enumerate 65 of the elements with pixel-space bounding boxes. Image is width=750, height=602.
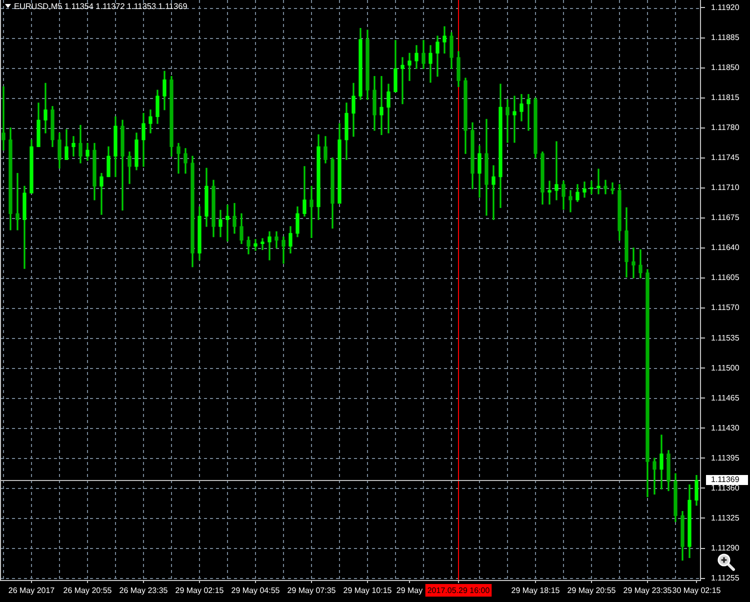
y-tick-label: 1.11535 bbox=[711, 333, 740, 342]
candlestick bbox=[254, 239, 258, 251]
candlestick bbox=[506, 99, 510, 143]
candlestick bbox=[2, 86, 6, 150]
candlestick bbox=[310, 186, 314, 238]
y-tick-label: 1.11710 bbox=[711, 183, 740, 192]
y-tick-label: 1.11850 bbox=[711, 62, 740, 72]
x-tick-label: 29 May 04:55 bbox=[231, 586, 280, 596]
y-tick-label: 1.11360 bbox=[711, 483, 740, 492]
y-tick-label: 1.11815 bbox=[711, 93, 740, 102]
candlestick bbox=[226, 204, 230, 242]
candlestick bbox=[632, 248, 636, 278]
y-tick-label: 1.11290 bbox=[711, 543, 740, 552]
candlestick bbox=[16, 172, 20, 230]
y-tick-label: 1.11570 bbox=[711, 303, 740, 312]
x-tick-label: 30 May 02:15 bbox=[672, 586, 722, 596]
candlestick bbox=[176, 142, 180, 174]
y-tick-label: 1.11465 bbox=[711, 393, 740, 402]
y-tick-label: 1.11745 bbox=[711, 153, 740, 162]
y-tick-label: 1.11500 bbox=[711, 363, 740, 372]
y-tick-label: 1.11675 bbox=[711, 213, 740, 222]
candlestick bbox=[380, 76, 384, 136]
y-tick-label: 1.11255 bbox=[711, 573, 740, 582]
x-tick-label: 26 May 23:35 bbox=[119, 586, 168, 596]
candlestick bbox=[400, 57, 404, 104]
candlestick bbox=[512, 96, 516, 143]
candlestick bbox=[604, 180, 608, 194]
x-tick-label: 29 May 23:35 bbox=[623, 586, 672, 596]
candlestick bbox=[548, 180, 552, 205]
candlestick bbox=[282, 236, 286, 264]
candlestick bbox=[568, 190, 572, 212]
x-tick-label: 29 May 20:55 bbox=[567, 586, 616, 596]
y-tick-label: 1.11325 bbox=[711, 513, 740, 522]
x-tick-label: 2017.05.29 16:00 bbox=[427, 586, 490, 596]
x-tick-label: 29 May bbox=[396, 586, 423, 596]
candlestick bbox=[408, 52, 412, 81]
candlestick bbox=[72, 136, 76, 156]
candlestick bbox=[652, 458, 656, 495]
candlestick bbox=[526, 94, 530, 131]
y-tick-label: 1.11430 bbox=[711, 423, 740, 432]
ref-line-label: 1.11369 bbox=[711, 475, 740, 484]
candlestick bbox=[44, 82, 48, 134]
candlestick bbox=[268, 231, 272, 260]
x-tick-label: 29 May 10:15 bbox=[343, 586, 392, 596]
x-tick-label: 26 May 20:55 bbox=[63, 586, 112, 596]
candlestick bbox=[596, 168, 600, 194]
candlestick bbox=[274, 231, 278, 248]
x-tick-label: 29 May 18:15 bbox=[511, 586, 560, 596]
chart-title: EURUSD,M5 1.11354 1.11372 1.11353 1.11369 bbox=[14, 1, 188, 12]
candlestick bbox=[582, 182, 586, 198]
y-tick-label: 1.11605 bbox=[711, 273, 740, 282]
candlestick bbox=[590, 180, 594, 194]
candlestick bbox=[100, 172, 104, 215]
candlestick bbox=[554, 141, 558, 200]
candlestick bbox=[260, 238, 264, 250]
x-tick-label: 29 May 02:15 bbox=[175, 586, 224, 596]
y-tick-label: 1.11920 bbox=[711, 2, 740, 12]
y-tick-label: 1.11885 bbox=[711, 32, 740, 42]
candlestick bbox=[492, 165, 496, 220]
y-tick-label: 1.11395 bbox=[711, 453, 740, 462]
x-tick-label: 26 May 2017 bbox=[8, 586, 56, 596]
candlestick bbox=[610, 182, 614, 194]
y-tick-label: 1.11640 bbox=[711, 243, 740, 252]
y-tick-label: 1.11780 bbox=[711, 123, 740, 132]
x-tick-label: 29 May 07:35 bbox=[287, 586, 336, 596]
